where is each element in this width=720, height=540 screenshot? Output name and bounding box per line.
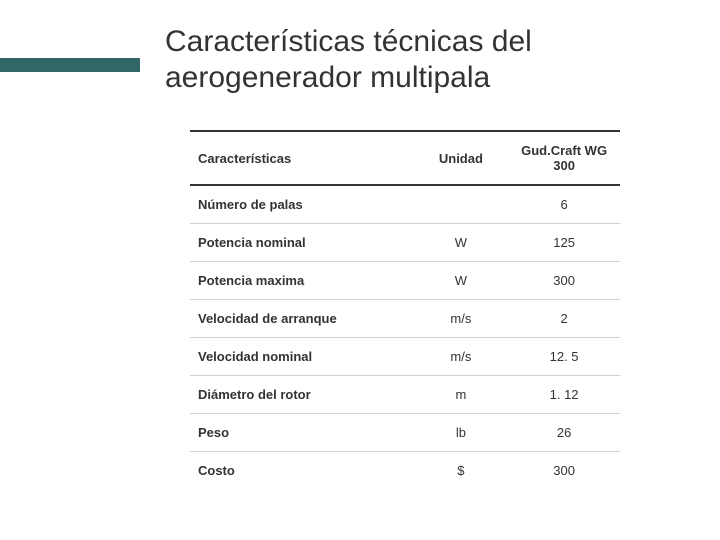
cell-characteristic: Número de palas — [190, 185, 414, 224]
col-header-characteristics: Características — [190, 131, 414, 185]
cell-value: 1. 12 — [508, 376, 620, 414]
accent-bar — [0, 58, 140, 72]
table-row: Peso lb 26 — [190, 414, 620, 452]
table-row: Velocidad de arranque m/s 2 — [190, 300, 620, 338]
table-row: Potencia nominal W 125 — [190, 224, 620, 262]
cell-value: 6 — [508, 185, 620, 224]
cell-value: 26 — [508, 414, 620, 452]
cell-unit: W — [414, 224, 509, 262]
cell-unit: m/s — [414, 338, 509, 376]
table-row: Número de palas 6 — [190, 185, 620, 224]
table-row: Diámetro del rotor m 1. 12 — [190, 376, 620, 414]
table-header-row: Características Unidad Gud.Craft WG 300 — [190, 131, 620, 185]
cell-value: 12. 5 — [508, 338, 620, 376]
cell-characteristic: Peso — [190, 414, 414, 452]
cell-unit: W — [414, 262, 509, 300]
spec-table: Características Unidad Gud.Craft WG 300 … — [190, 130, 620, 489]
col-header-unit: Unidad — [414, 131, 509, 185]
cell-characteristic: Diámetro del rotor — [190, 376, 414, 414]
table-row: Potencia maxima W 300 — [190, 262, 620, 300]
cell-unit: m/s — [414, 300, 509, 338]
cell-unit: $ — [414, 452, 509, 490]
spec-table-container: Características Unidad Gud.Craft WG 300 … — [190, 130, 620, 489]
cell-value: 300 — [508, 262, 620, 300]
cell-value: 125 — [508, 224, 620, 262]
cell-value: 300 — [508, 452, 620, 490]
page-title: Características técnicas del aerogenerad… — [165, 24, 665, 96]
cell-characteristic: Potencia nominal — [190, 224, 414, 262]
cell-characteristic: Costo — [190, 452, 414, 490]
cell-characteristic: Velocidad de arranque — [190, 300, 414, 338]
table-row: Costo $ 300 — [190, 452, 620, 490]
cell-characteristic: Potencia maxima — [190, 262, 414, 300]
cell-unit — [414, 185, 509, 224]
table-row: Velocidad nominal m/s 12. 5 — [190, 338, 620, 376]
cell-value: 2 — [508, 300, 620, 338]
col-header-value: Gud.Craft WG 300 — [508, 131, 620, 185]
cell-unit: lb — [414, 414, 509, 452]
cell-unit: m — [414, 376, 509, 414]
cell-characteristic: Velocidad nominal — [190, 338, 414, 376]
table-body: Número de palas 6 Potencia nominal W 125… — [190, 185, 620, 489]
